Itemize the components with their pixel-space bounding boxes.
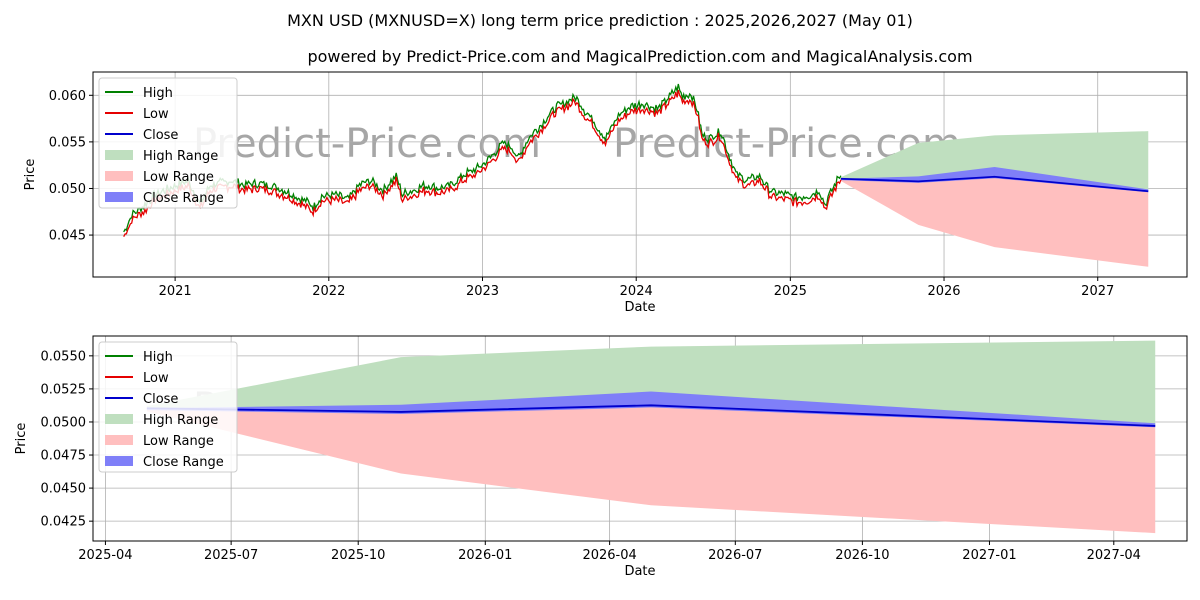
low-range-area <box>146 405 1156 534</box>
legend-label: High Range <box>143 149 218 164</box>
legend-swatch-patch <box>105 456 133 466</box>
x-tick-label: 2021 <box>159 284 192 299</box>
watermark-text: Predict-Price.com <box>193 121 541 167</box>
x-tick-label: 2022 <box>312 284 345 299</box>
x-axis-label: Date <box>624 564 655 579</box>
legend-label: High <box>143 86 173 101</box>
x-tick-label: 2025-10 <box>331 548 385 563</box>
legend-label: High Range <box>143 413 218 428</box>
x-tick-label: 2027 <box>1081 284 1114 299</box>
legend-swatch-patch <box>105 414 133 424</box>
high-range-area <box>146 340 1156 426</box>
chart-subtitle: powered by Predict-Price.com and Magical… <box>307 47 972 66</box>
x-tick-label: 2027-01 <box>962 548 1016 563</box>
x-tick-label: 2025-07 <box>204 548 258 563</box>
axes-frame <box>92 71 1188 278</box>
chart-title: MXN USD (MXNUSD=X) long term price predi… <box>287 11 913 30</box>
x-tick-label: 2023 <box>466 284 499 299</box>
x-tick-label: 2024 <box>620 284 653 299</box>
y-tick-label: 0.060 <box>49 89 86 104</box>
bottom-panel: Predict-Price.comPredict-Price.com2025-0… <box>14 335 1188 579</box>
legend-label: High <box>143 350 173 365</box>
history-low-line <box>123 89 842 237</box>
legend: High Low Close High Range Low Range Close Ran… <box>98 341 238 473</box>
top-panel: Predict-Price.com Predict-Price.com 2021 20… <box>23 71 1188 315</box>
forecast-close-line <box>840 175 1149 193</box>
legend-label: Low Range <box>143 434 214 449</box>
x-tick-label: 2026-07 <box>708 548 762 563</box>
y-tick-label: 0.0475 <box>41 449 87 464</box>
close-range-area <box>146 391 1156 428</box>
y-tick-label: 0.0450 <box>41 482 87 497</box>
plot-area <box>123 83 1149 267</box>
legend-label: Close <box>143 128 178 143</box>
legend-label: Low Range <box>143 170 214 185</box>
forecast-close-line <box>146 404 1156 427</box>
legend-swatch-patch <box>105 150 133 160</box>
legend-swatch-patch <box>105 192 133 202</box>
plot-area <box>146 340 1156 534</box>
legend-label: Close Range <box>143 191 224 206</box>
y-tick-label: 0.0500 <box>41 415 87 430</box>
y-tick-label: 0.0525 <box>41 382 87 397</box>
legend-label: Low <box>143 371 169 386</box>
y-axis-label: Price <box>14 423 29 455</box>
x-tick-label: 2027-04 <box>1087 548 1141 563</box>
legend-label: Close Range <box>143 455 224 470</box>
low-range-area <box>840 176 1149 267</box>
axes-frame <box>92 335 1188 542</box>
legend-label: Close <box>143 392 178 407</box>
y-tick-label: 0.055 <box>49 135 86 150</box>
legend-swatch-patch <box>105 435 133 445</box>
legend-box <box>98 341 238 473</box>
x-tick-label: 2026-04 <box>582 548 636 563</box>
legend: High Low Close High Range Low Range Close Ran… <box>98 77 238 209</box>
y-tick-label: 0.0425 <box>41 515 87 530</box>
legend-label: Low <box>143 107 169 122</box>
history-high-line <box>123 83 842 233</box>
legend-swatch-patch <box>105 171 133 181</box>
legend-box <box>98 77 238 209</box>
y-tick-label: 0.0550 <box>41 349 87 364</box>
y-axis-label: Price <box>23 159 38 191</box>
close-range-area <box>840 167 1149 193</box>
y-tick-label: 0.050 <box>49 182 86 197</box>
x-tick-label: 2026-01 <box>458 548 512 563</box>
x-tick-label: 2026 <box>927 284 960 299</box>
high-range-area <box>840 131 1149 192</box>
x-axis-label: Date <box>624 300 655 315</box>
x-tick-label: 2026-10 <box>835 548 889 563</box>
x-tick-label: 2025-04 <box>78 548 132 563</box>
x-tick-label: 2025 <box>774 284 807 299</box>
y-tick-label: 0.045 <box>49 229 86 244</box>
